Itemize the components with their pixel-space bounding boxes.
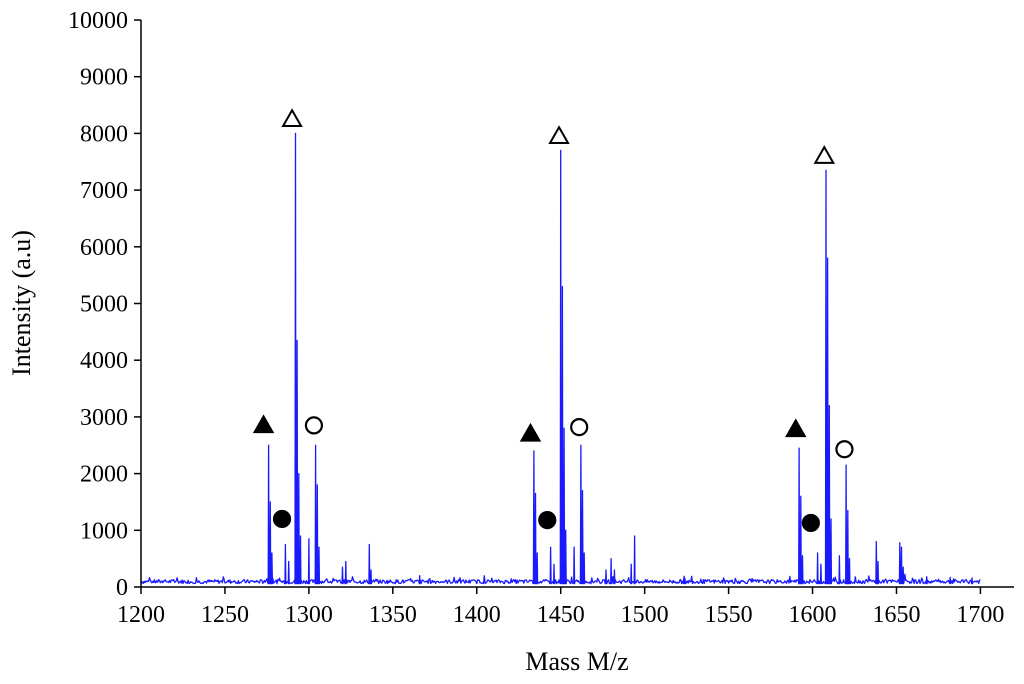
x-tick-label: 1300 — [285, 602, 333, 628]
y-axis-title: Intensity (a.u) — [7, 230, 36, 376]
y-tick-label: 7000 — [80, 178, 128, 204]
open-circle-marker — [570, 418, 589, 437]
y-tick-label: 5000 — [80, 292, 128, 318]
x-tick-label: 1250 — [201, 602, 249, 628]
filled-circle-marker — [538, 510, 557, 530]
x-tick-label: 1650 — [872, 602, 920, 628]
x-axis-title: Mass M/z — [525, 647, 628, 676]
filled-triangle-marker — [785, 418, 807, 438]
y-tick-label: 9000 — [80, 65, 128, 91]
y-tick-label: 2000 — [80, 462, 128, 488]
y-tick-label: 6000 — [80, 235, 128, 261]
x-tick-label: 1200 — [117, 602, 165, 628]
open-triangle-marker — [548, 125, 570, 144]
open-triangle-marker — [813, 145, 836, 164]
x-tick-label: 1600 — [789, 602, 837, 628]
spectrum-layer — [140, 132, 981, 585]
filled-circle-marker — [272, 509, 292, 529]
y-tick-label: 0 — [116, 575, 128, 601]
filled-circle-marker — [801, 513, 820, 533]
x-tick-label: 1450 — [537, 602, 585, 628]
x-tick-label: 1400 — [453, 602, 501, 628]
open-triangle-marker — [281, 108, 303, 127]
y-tick-label: 3000 — [80, 405, 128, 431]
spectrum-line — [140, 132, 981, 585]
y-tick-label: 10000 — [68, 8, 128, 34]
x-tick-label: 1500 — [621, 602, 669, 628]
filled-triangle-marker — [519, 422, 542, 442]
x-tick-label: 1550 — [705, 602, 753, 628]
y-tick-label: 4000 — [80, 348, 128, 374]
axes-layer: 0 1000 2000 3000 4000 5000 6000 7000 8000 9000 100… — [68, 8, 1014, 628]
marker-layer — [252, 108, 854, 533]
y-tick-label: 1000 — [80, 518, 128, 544]
filled-triangle-marker — [252, 414, 275, 434]
open-circle-marker — [304, 416, 324, 435]
x-tick-label: 1700 — [956, 602, 1004, 628]
open-circle-marker — [835, 440, 854, 459]
y-tick-label: 8000 — [80, 121, 128, 147]
x-tick-label: 1350 — [369, 602, 417, 628]
